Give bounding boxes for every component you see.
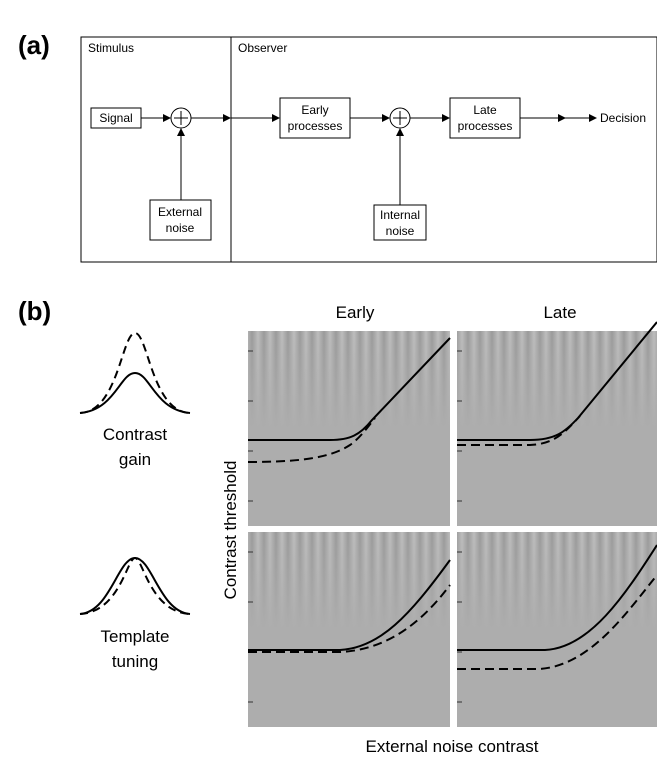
row-label: tuning: [112, 652, 158, 671]
x-axis-label: External noise contrast: [366, 737, 539, 756]
plot-bg: [248, 532, 450, 727]
gaussians: [80, 333, 190, 614]
stimulus-title: Stimulus: [88, 41, 134, 55]
node-label: processes: [288, 119, 343, 133]
panel-label: (b): [18, 296, 51, 326]
plot-bg: [248, 331, 450, 526]
node-label: noise: [386, 224, 415, 238]
node-label: Late: [473, 103, 497, 117]
column-header: Early: [336, 303, 375, 322]
node-label: External: [158, 205, 202, 219]
plots: [248, 322, 657, 727]
column-header: Late: [543, 303, 576, 322]
observer-title: Observer: [238, 41, 287, 55]
node-label: Signal: [99, 111, 132, 125]
node-label: processes: [458, 119, 513, 133]
row-label: Template: [101, 627, 170, 646]
node-label: Early: [301, 103, 328, 117]
plot-bg: [457, 532, 657, 727]
node-label: Decision: [600, 111, 646, 125]
plot-bg: [457, 331, 657, 526]
row-label: gain: [119, 450, 151, 469]
node-label: noise: [166, 221, 195, 235]
node-label: Internal: [380, 208, 420, 222]
figure: (a) Stimulus Observer Signal External no…: [0, 0, 657, 760]
panel-label: (a): [18, 30, 50, 60]
y-axis-label: Contrast threshold: [221, 461, 240, 600]
row-label: Contrast: [103, 425, 168, 444]
